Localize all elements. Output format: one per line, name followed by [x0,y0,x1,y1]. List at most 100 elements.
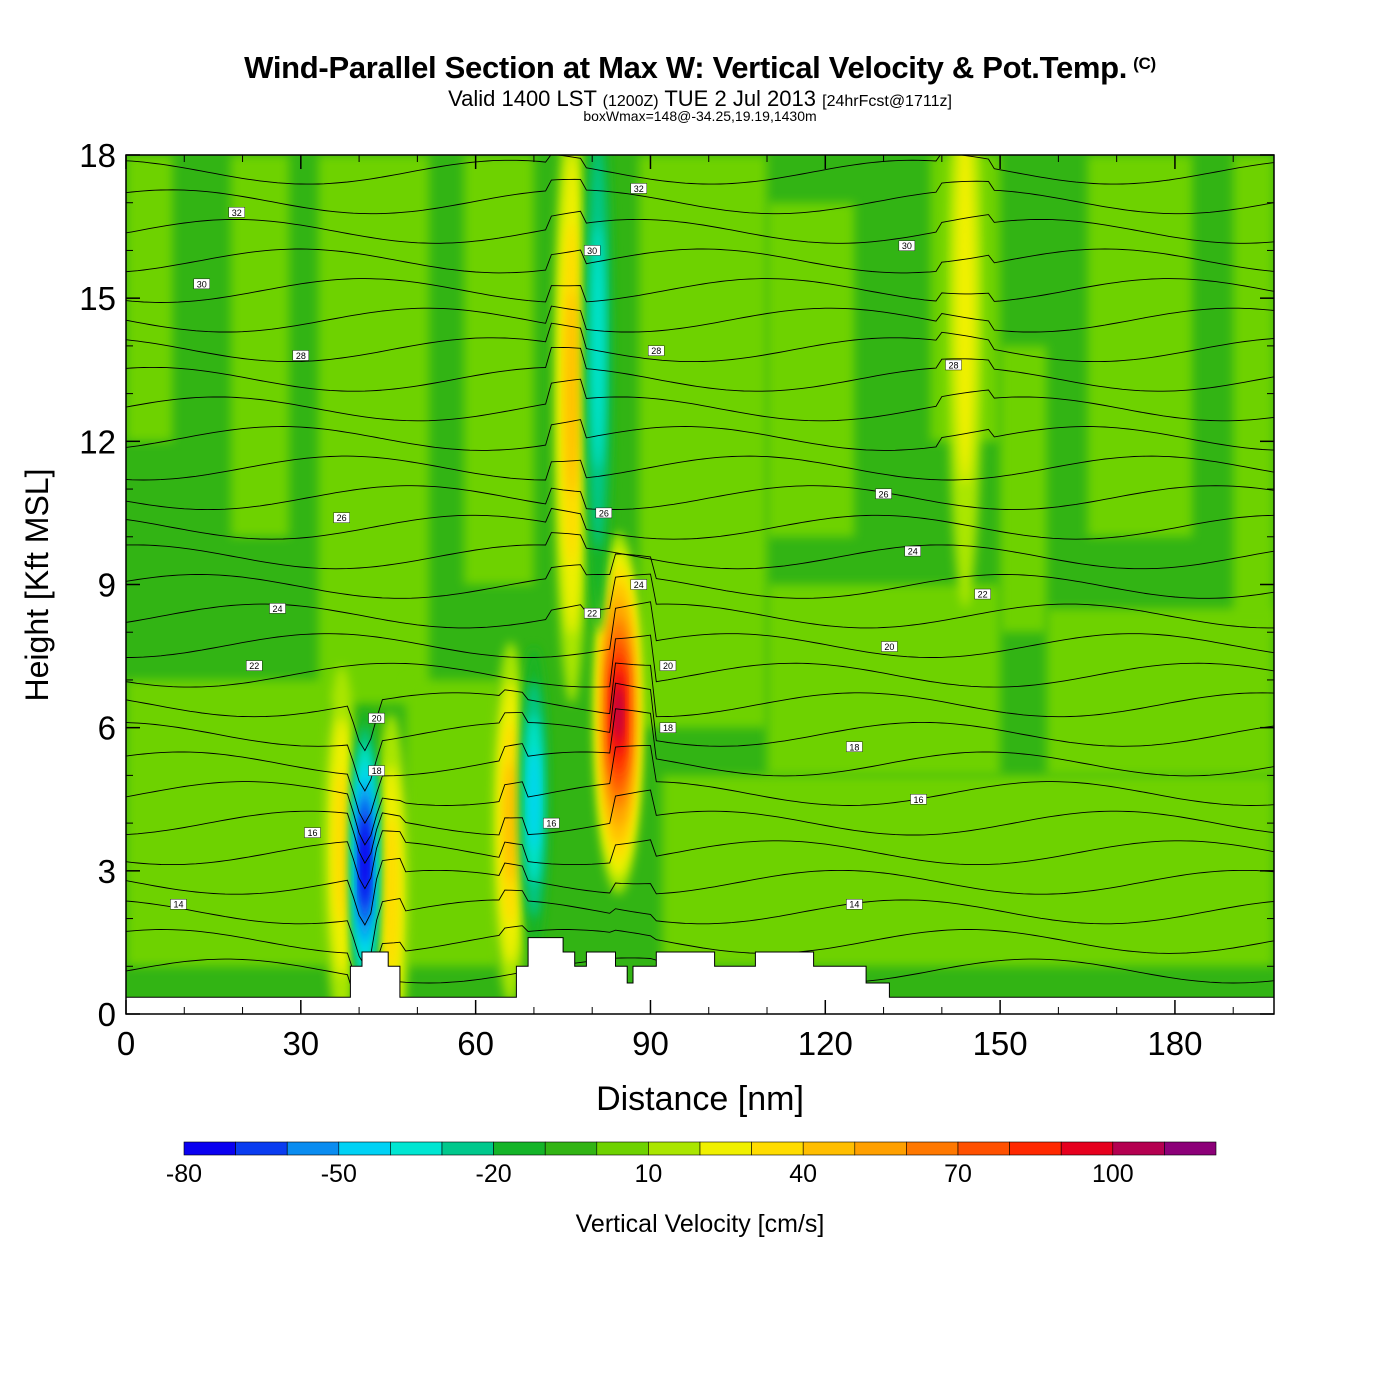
terrain-profile [126,937,1274,1014]
colorbar-swatch [596,1141,649,1156]
theta-contour-line [126,634,1274,688]
theta-label-box [648,345,665,356]
updraft-core [614,687,622,740]
theta-label-box [630,183,648,194]
colorbar-tick-label: 70 [944,1160,972,1188]
weak-updraft-patch [1087,155,1193,537]
theta-label-box [292,350,310,361]
x-tick-label: 120 [798,1025,853,1062]
valid-prefix: Valid 1400 LST [448,86,597,111]
theta-label-box [846,741,863,752]
colorbar-swatch [906,1141,959,1156]
downdraft-core [591,223,605,469]
theta-label-text: 30 [902,241,912,251]
weak-updraft-patch [767,202,855,537]
theta-contour-line [126,507,1274,540]
theta-label: 26 [333,512,350,523]
theta-label: 24 [269,603,286,614]
theta-label-box [333,512,350,523]
copyright-mark: (C) [1133,54,1156,73]
theta-label: 20 [881,641,898,652]
theta-contour-line [126,601,1274,658]
colorbar-tick-label: 10 [634,1160,662,1188]
theta-label: 24 [904,545,921,557]
theta-contour-line [126,178,1274,215]
theta-label-box [659,722,677,733]
theta-label: 20 [368,712,385,724]
theta-label: 14 [846,899,863,910]
theta-label-box [228,207,245,218]
colorbar-tick-label: -20 [476,1160,512,1188]
theta-contour-line [126,278,1274,303]
valid-time-subtitle: Valid 1400 LST (1200Z) TUE 2 Jul 2013 [2… [0,86,1400,112]
theta-label-text: 32 [232,208,242,218]
x-tick-label: 180 [1147,1025,1202,1062]
theta-label-text: 18 [849,742,859,752]
y-tick-label: 12 [79,423,116,460]
colorbar-swatch [1112,1141,1165,1156]
theta-contour-line [126,789,1274,865]
theta-label: 18 [659,722,677,733]
theta-label-text: 30 [587,246,597,256]
x-tick-label: 0 [117,1025,135,1062]
colorbar-swatch [699,1141,752,1156]
theta-label-text: 16 [546,819,556,829]
theta-label-box [974,588,991,600]
theta-label-box [543,817,560,829]
theta-contour-line [126,248,1274,274]
y-tick-label: 18 [79,137,116,174]
weak-updraft-patch [662,775,1274,967]
colorbar-swatch [802,1141,856,1156]
colorbar-swatch [854,1141,907,1156]
theta-label: 28 [945,359,962,370]
theta-contour-line [126,155,1274,185]
theta-contour-line [126,485,1274,511]
updraft-core [334,769,350,925]
forecast-info: [24hrFcst@1711z] [822,93,952,110]
theta-label-box [583,607,601,619]
theta-label: 30 [193,278,210,289]
theta-label: 14 [170,899,187,910]
theta-label-text: 28 [948,360,958,370]
theta-label: 18 [368,765,385,776]
theta-label-box [368,765,385,776]
theta-label-text: 16 [914,795,924,805]
theta-contour-line [126,662,1274,752]
theta-label: 22 [583,607,601,619]
theta-label-text: 22 [587,609,597,619]
theta-label-text: 26 [879,489,889,499]
weak-updraft-patch [1046,608,1274,776]
theta-label-text: 20 [663,661,673,671]
valid-date: TUE 2 Jul 2013 [664,86,816,111]
colorbar-tick-label: 40 [789,1160,817,1188]
terrain [126,937,1274,1014]
theta-contour-line [126,553,1274,599]
theta-label-text: 28 [651,346,661,356]
theta-label-box [659,660,677,671]
x-tick-label: 90 [632,1025,669,1062]
y-tick-label: 0 [98,996,116,1033]
y-tick-label: 6 [98,710,116,747]
colorbar-label: Vertical Velocity [cm/s] [576,1210,825,1238]
chart-title: Wind-Parallel Section at Max W: Vertical… [244,50,1156,85]
theta-label-box [846,899,863,910]
colorbar: -80 -50 -20 10 40 70 100 [166,1141,1217,1188]
theta-label: 26 [875,488,892,500]
theta-label-text: 26 [337,513,347,523]
theta-contour-line [126,889,1274,967]
colorbar-swatch [1164,1141,1217,1156]
colorbar-swatch [390,1141,443,1156]
theta-label: 24 [630,579,648,590]
theta-contour-labels: 32 32 30 30 30 28 28 28 26 26 26 24 24 24 22 22 22 20 20 20… [170,183,991,910]
theta-label: 18 [846,741,863,752]
theta-contour-line [126,573,1274,629]
theta-label-box [595,507,613,519]
theta-contour-line [126,708,1274,825]
theta-label-text: 24 [273,604,283,614]
colorbar-tick-label: -80 [166,1160,202,1188]
theta-label-text: 14 [173,900,183,910]
updraft-core [383,816,399,973]
theta-label-box [875,488,892,500]
theta-label: 32 [630,183,648,194]
